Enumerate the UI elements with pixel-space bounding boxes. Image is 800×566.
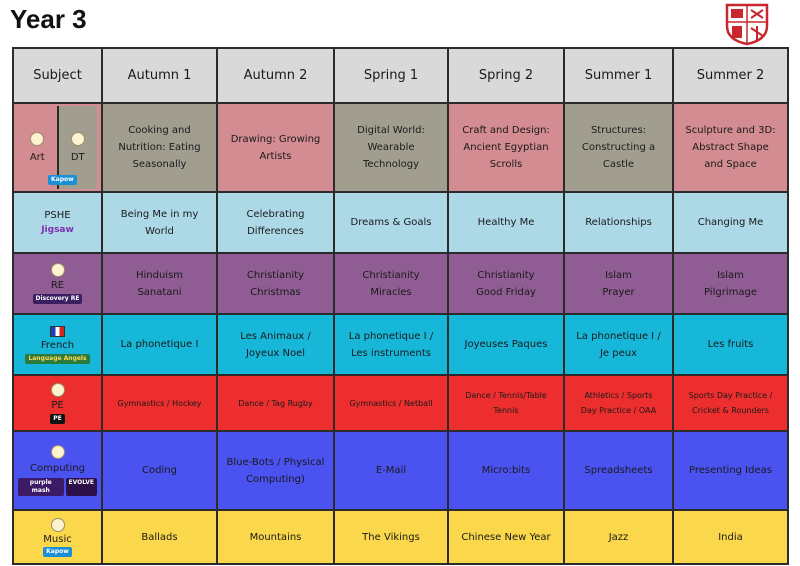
header-subject: Subject bbox=[12, 47, 103, 104]
kapow-logo-icon: Kapow bbox=[48, 175, 77, 185]
table-cell: Micro:bits bbox=[447, 430, 565, 511]
header-autumn-2: Autumn 2 bbox=[216, 47, 335, 104]
table-cell: Dance / Tag Rugby bbox=[216, 374, 335, 432]
subject-label-pe: PE bbox=[51, 399, 64, 411]
dt-logo-icon bbox=[70, 132, 85, 146]
table-cell: Mountains bbox=[216, 509, 335, 565]
header-spring-1: Spring 1 bbox=[333, 47, 449, 104]
table-row-computing: Computing purple mash EVOLVE Coding Blue… bbox=[12, 430, 789, 511]
table-cell: Gymnastics / Netball bbox=[333, 374, 449, 432]
art-logo-icon bbox=[30, 132, 45, 146]
table-cell: Joyeuses Paques bbox=[447, 313, 565, 376]
pe-scheme-logo-icon: PE bbox=[50, 413, 65, 424]
subject-label-pshe: PSHE bbox=[44, 210, 71, 221]
kapow-logo-icon: Kapow bbox=[43, 546, 72, 557]
subject-label-french: French bbox=[40, 339, 75, 351]
subject-cell-music: Music Kapow bbox=[12, 509, 103, 565]
subject-cell-re: RE Discovery RE bbox=[12, 252, 103, 315]
header-summer-2: Summer 2 bbox=[672, 47, 789, 104]
table-cell: Dreams & Goals bbox=[333, 191, 449, 254]
table-cell: Les Animaux / Joyeux Noel bbox=[216, 313, 335, 376]
table-cell: Christianity Miracles bbox=[333, 252, 449, 315]
table-row-art-dt: Art DT Kapow Cooking and Nutrition: Eati… bbox=[12, 102, 789, 193]
table-cell: Changing Me bbox=[672, 191, 789, 254]
table-cell: Christianity Christmas bbox=[216, 252, 335, 315]
header-row: Subject Autumn 1 Autumn 2 Spring 1 Sprin… bbox=[12, 47, 789, 104]
table-cell: Spreadsheets bbox=[563, 430, 674, 511]
table-cell: Dance / Tennis/Table Tennis bbox=[447, 374, 565, 432]
language-angels-logo-icon: Language Angels bbox=[25, 353, 90, 364]
table-cell: Chinese New Year bbox=[447, 509, 565, 565]
header-autumn-1: Autumn 1 bbox=[101, 47, 218, 104]
table-row-pshe: PSHE Jigsaw Being Me in my World Celebra… bbox=[12, 191, 789, 254]
subject-cell-computing: Computing purple mash EVOLVE bbox=[12, 430, 103, 511]
table-cell: Digital World: Wearable Technology bbox=[333, 102, 449, 193]
curriculum-table: Subject Autumn 1 Autumn 2 Spring 1 Sprin… bbox=[12, 47, 789, 565]
table-cell: Jazz bbox=[563, 509, 674, 565]
table-cell: Celebrating Differences bbox=[216, 191, 335, 254]
table-cell: Drawing: Growing Artists bbox=[216, 102, 335, 193]
table-cell: Islam Prayer bbox=[563, 252, 674, 315]
header-spring-2: Spring 2 bbox=[447, 47, 565, 104]
table-cell: Cooking and Nutrition: Eating Seasonally bbox=[101, 102, 218, 193]
table-cell: Les fruits bbox=[672, 313, 789, 376]
table-cell: Blue-Bots / Physical Computing) bbox=[216, 430, 335, 511]
pe-logo-icon bbox=[50, 382, 65, 397]
header-summer-1: Summer 1 bbox=[563, 47, 674, 104]
table-cell: Healthy Me bbox=[447, 191, 565, 254]
jigsaw-logo-icon: Jigsaw bbox=[41, 225, 74, 235]
table-cell: The Vikings bbox=[333, 509, 449, 565]
table-cell: La phonetique I bbox=[101, 313, 218, 376]
discovery-re-logo-icon: Discovery RE bbox=[32, 294, 83, 304]
table-cell: La phonetique I / Je peux bbox=[563, 313, 674, 376]
table-cell: Athletics / Sports Day Practice / OAA bbox=[563, 374, 674, 432]
table-cell: Coding bbox=[101, 430, 218, 511]
table-cell: Hinduism Sanatani bbox=[101, 252, 218, 315]
subject-label-music: Music bbox=[43, 533, 72, 545]
table-row-french: French Language Angels La phonetique I L… bbox=[12, 313, 789, 376]
table-cell: Relationships bbox=[563, 191, 674, 254]
table-cell: Ballads bbox=[101, 509, 218, 565]
school-crest-icon bbox=[725, 3, 769, 46]
purple-mash-logo-icon: purple mash bbox=[18, 478, 64, 496]
evolve-logo-icon: EVOLVE bbox=[65, 478, 97, 496]
table-cell: Being Me in my World bbox=[101, 191, 218, 254]
french-flag-icon bbox=[50, 325, 65, 337]
table-row-pe: PE PE Gymnastics / Hockey Dance / Tag Ru… bbox=[12, 374, 789, 432]
table-cell: Presenting Ideas bbox=[672, 430, 789, 511]
subject-cell-french: French Language Angels bbox=[12, 313, 103, 376]
table-row-music: Music Kapow Ballads Mountains The Viking… bbox=[12, 509, 789, 565]
subject-label-dt: DT bbox=[70, 152, 85, 163]
table-row-re: RE Discovery RE Hinduism Sanatani Christ… bbox=[12, 252, 789, 315]
page-title: Year 3 bbox=[10, 4, 87, 34]
computing-logo-icon bbox=[50, 445, 65, 459]
table-cell: Sports Day Practice / Cricket & Rounders bbox=[672, 374, 789, 432]
table-cell: Craft and Design: Ancient Egyptian Scrol… bbox=[447, 102, 565, 193]
subject-cell-pe: PE PE bbox=[12, 374, 103, 432]
subject-cell-art-dt: Art DT Kapow bbox=[12, 102, 103, 193]
subject-label-re: RE bbox=[50, 280, 65, 291]
subject-cell-pshe: PSHE Jigsaw bbox=[12, 191, 103, 254]
table-cell: E-Mail bbox=[333, 430, 449, 511]
table-cell: India bbox=[672, 509, 789, 565]
table-cell: Christianity Good Friday bbox=[447, 252, 565, 315]
table-cell: Islam Pilgrimage bbox=[672, 252, 789, 315]
table-cell: La phonetique I / Les instruments bbox=[333, 313, 449, 376]
table-cell: Sculpture and 3D: Abstract Shape and Spa… bbox=[672, 102, 789, 193]
table-cell: Gymnastics / Hockey bbox=[101, 374, 218, 432]
music-logo-icon bbox=[50, 517, 65, 532]
subject-label-computing: Computing bbox=[30, 463, 85, 474]
subject-label-art: Art bbox=[29, 152, 45, 163]
re-logo-icon bbox=[50, 263, 65, 277]
table-cell: Structures: Constructing a Castle bbox=[563, 102, 674, 193]
